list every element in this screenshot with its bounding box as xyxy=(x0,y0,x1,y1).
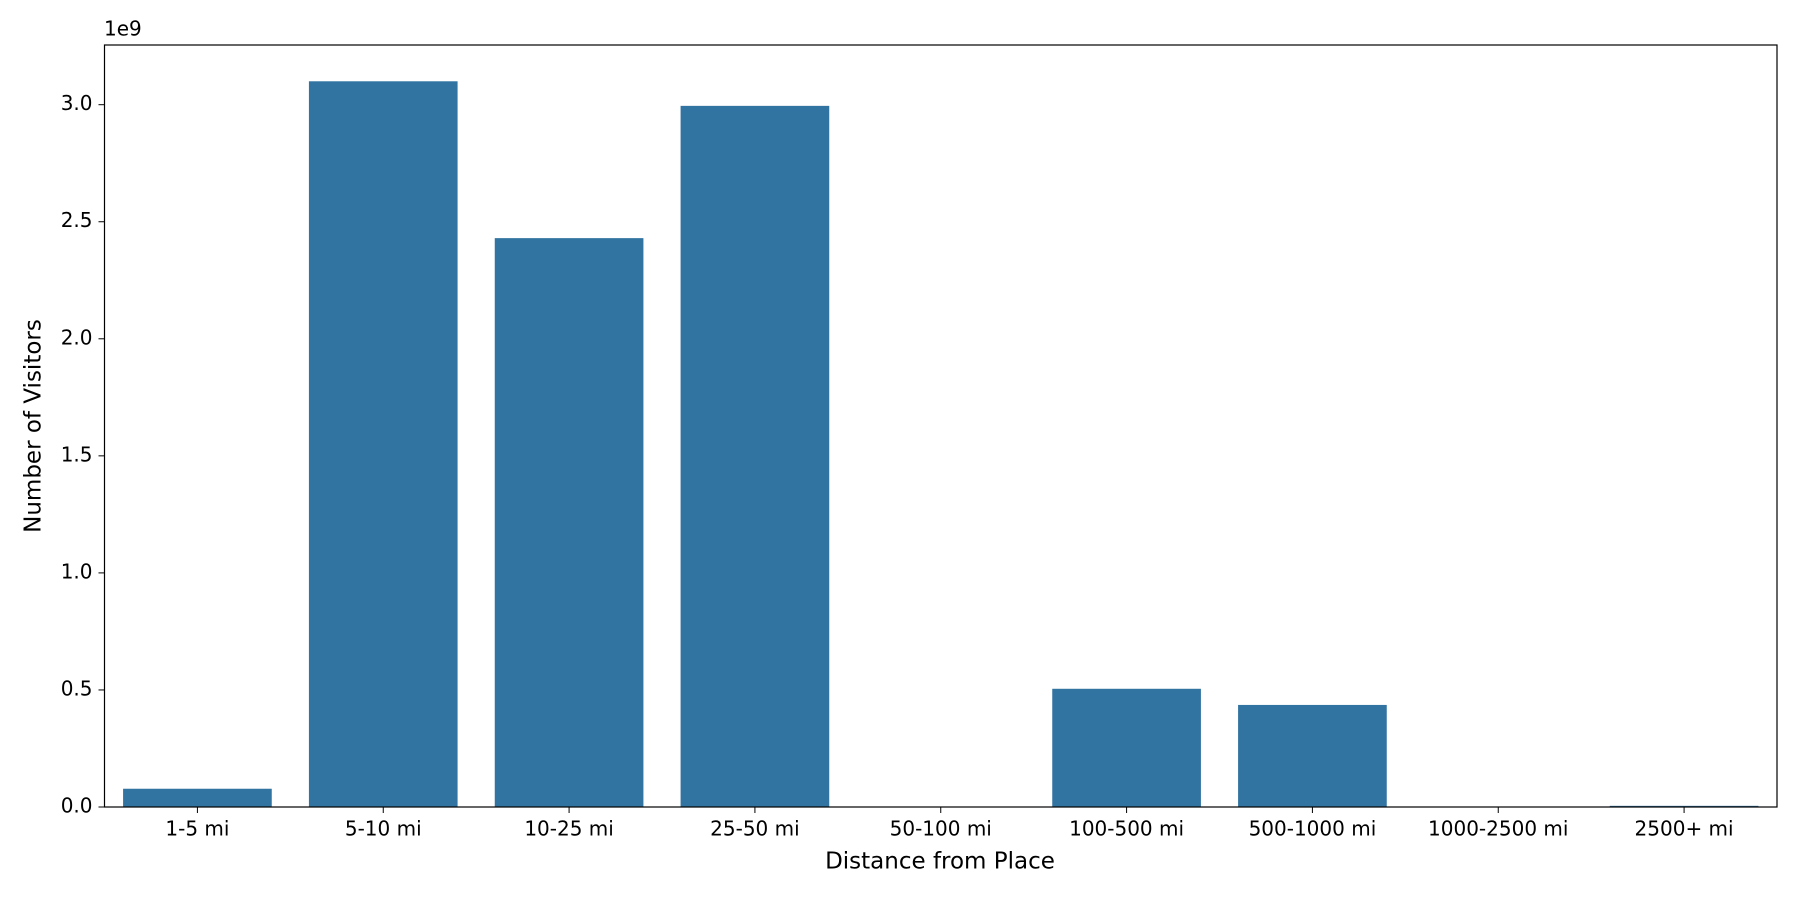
x-tick-label: 5-10 mi xyxy=(345,817,422,841)
bar xyxy=(494,238,644,807)
x-tick-label: 2500+ mi xyxy=(1635,817,1734,841)
plot-frame xyxy=(103,44,1778,808)
x-axis-title: Distance from Place xyxy=(825,849,1055,875)
bar xyxy=(680,105,830,808)
x-tick-label: 100-500 mi xyxy=(1069,817,1184,841)
bar xyxy=(1238,704,1387,807)
y-tick-label: 2.0 xyxy=(61,325,93,349)
bar xyxy=(1052,688,1201,807)
x-tick-label: 500-1000 mi xyxy=(1249,817,1377,841)
bar xyxy=(123,788,272,807)
y-axis-title: Number of Visitors xyxy=(21,319,47,533)
x-tick-label: 25-50 mi xyxy=(710,817,800,841)
x-tick-label: 10-25 mi xyxy=(524,817,614,841)
y-offset-label: 1e9 xyxy=(104,17,142,41)
y-tick-label: 3.0 xyxy=(61,91,93,115)
x-tick-label: 1000-2500 mi xyxy=(1428,817,1568,841)
x-tick-label: 1-5 mi xyxy=(165,817,229,841)
y-tick-label: 0.0 xyxy=(61,794,93,818)
y-tick-label: 1.0 xyxy=(61,559,93,583)
y-tick-label: 2.5 xyxy=(61,208,93,232)
y-tick-label: 0.5 xyxy=(61,676,93,700)
x-tick-label: 50-100 mi xyxy=(890,817,992,841)
y-tick-label: 1.5 xyxy=(61,442,93,466)
bar xyxy=(308,81,458,808)
